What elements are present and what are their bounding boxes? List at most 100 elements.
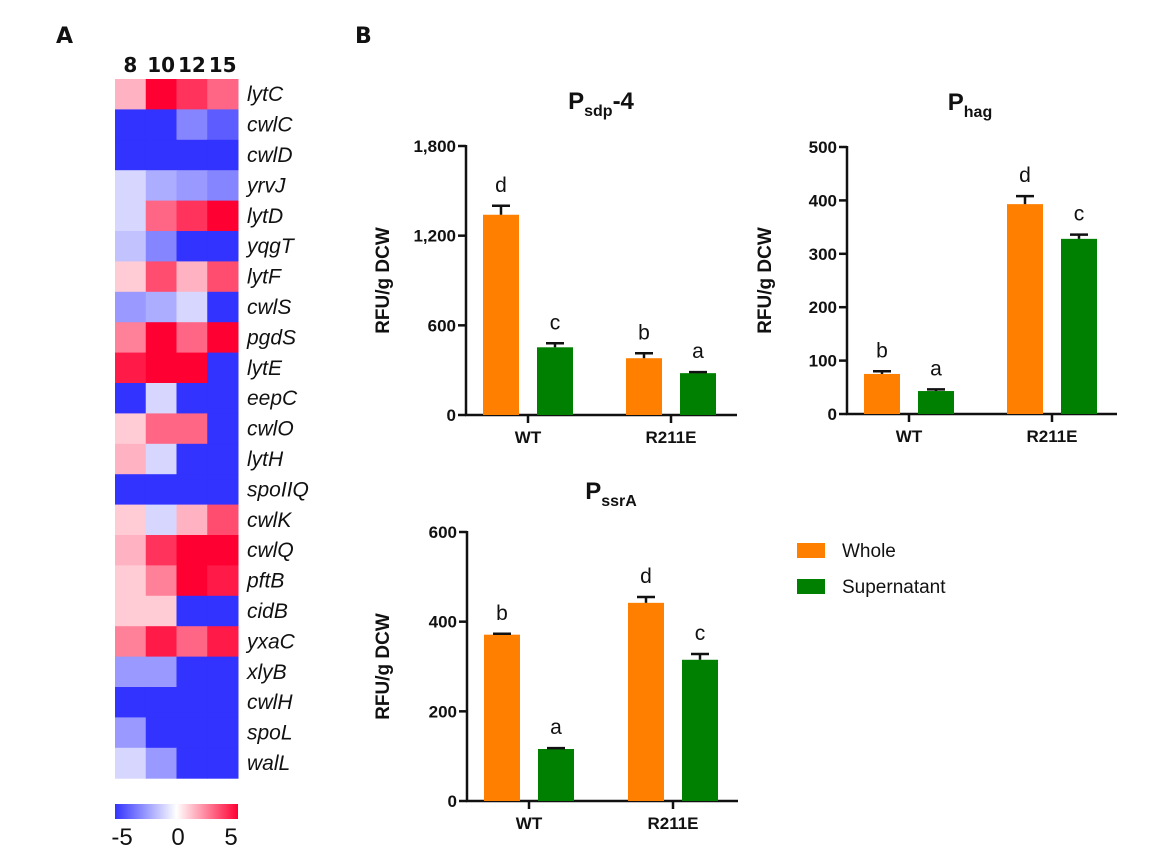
y-tick-label: 0	[828, 405, 837, 424]
heatmap-cell	[207, 595, 239, 627]
heatmap-cell	[176, 261, 208, 293]
heatmap-cell	[145, 717, 177, 749]
heatmap-cell	[176, 656, 208, 688]
heatmap-cell	[115, 595, 147, 627]
heatmap-row-label: yqgT	[245, 235, 296, 258]
significance-letter: d	[1019, 164, 1031, 187]
significance-letter: c	[550, 311, 561, 334]
heatmap-row-label: walL	[247, 752, 290, 775]
bar-whole	[628, 602, 664, 801]
heatmap-cell	[145, 170, 177, 202]
heatmap-cell	[207, 291, 239, 323]
heatmap-cell	[207, 322, 239, 354]
heatmap-cell	[145, 626, 177, 658]
heatmap-cell	[115, 504, 147, 536]
heatmap-cell	[145, 413, 177, 445]
bar-chart-phag: Phag 0 100 200 300 400 500 RFU/g DCW WT b a R211E d c	[755, 89, 1117, 446]
y-tick-label: 500	[809, 138, 837, 157]
colorbar-tick-label: 5	[224, 824, 237, 851]
heatmap-column-label: 8	[123, 53, 137, 77]
y-tick-label: 200	[429, 702, 457, 721]
heatmap-row-label: cwlS	[247, 296, 291, 319]
bar-supernatant	[538, 748, 574, 801]
heatmap-cell	[176, 109, 208, 141]
heatmap-cell	[145, 352, 177, 384]
bar-whole	[864, 373, 900, 414]
heatmap-cell	[207, 687, 239, 718]
heatmap-cell	[145, 200, 177, 232]
chart-title-subscript: ssrA	[601, 493, 637, 510]
heatmap-row-label: yrvJ	[245, 174, 286, 197]
heatmap-row-label: xlyB	[246, 661, 287, 684]
heatmap-row-label: lytD	[247, 205, 283, 228]
heatmap-cell	[115, 626, 147, 658]
heatmap-row-label: cwlO	[247, 418, 294, 441]
y-tick-label: 1,200	[413, 227, 456, 246]
heatmap-cell	[115, 170, 147, 202]
panel-label-a: A	[56, 24, 74, 49]
heatmap-row-label: cwlK	[247, 509, 292, 532]
x-tick-label: R211E	[647, 814, 698, 833]
colorbar-tick-label: -5	[111, 824, 132, 851]
heatmap-cell	[207, 170, 239, 202]
heatmap-cell	[207, 261, 239, 293]
bar-chart-psdp4: Psdp-4 0 600 1,200 1,800 RFU/g DCW WT d c R211E b a	[373, 88, 737, 447]
y-tick-label: 400	[809, 191, 837, 210]
chart-title-main: P	[568, 88, 584, 115]
y-tick-label: 400	[429, 613, 457, 632]
significance-letter: a	[930, 357, 942, 380]
heatmap-cell	[207, 79, 239, 110]
heatmap-cell	[176, 383, 208, 414]
heatmap-row-label: cwlQ	[247, 539, 294, 562]
heatmap-cell	[115, 747, 147, 779]
heatmap-cell	[115, 322, 147, 354]
heatmap-cell	[145, 504, 177, 536]
legend-label: Supernatant	[842, 577, 946, 598]
bar-supernatant	[1061, 238, 1097, 414]
heatmap-column-label: 15	[209, 53, 237, 77]
bar-supernatant	[537, 347, 573, 415]
heatmap-cell	[145, 535, 177, 566]
heatmap-cell	[145, 687, 177, 718]
heatmap-cell	[176, 170, 208, 202]
heatmap-cell	[115, 352, 147, 384]
bar-supernatant	[918, 391, 954, 414]
heatmap-cell	[115, 109, 147, 141]
chart-title-main: P	[585, 478, 601, 505]
y-tick-label: 600	[428, 316, 456, 335]
heatmap-cell	[145, 261, 177, 293]
colorbar	[115, 804, 238, 819]
significance-letter: d	[495, 174, 507, 197]
heatmap-cell	[207, 535, 239, 566]
heatmap-cell	[145, 747, 177, 779]
heatmap-cell	[176, 747, 208, 779]
chart-title: PssrA	[585, 478, 637, 510]
heatmap-cell	[207, 474, 239, 506]
heatmap-cell	[115, 200, 147, 232]
heatmap-cell	[176, 443, 208, 475]
chart-title-subscript: sdp	[584, 103, 613, 120]
heatmap-cell	[176, 139, 208, 171]
heatmap-cell	[176, 504, 208, 536]
heatmap-cell	[145, 443, 177, 475]
y-axis-label: RFU/g DCW	[373, 613, 394, 720]
heatmap-cell	[176, 687, 208, 718]
heatmap-cell	[207, 231, 239, 262]
heatmap-row-label: lytC	[247, 83, 284, 106]
significance-letter: d	[640, 565, 652, 588]
heatmap: 8 10 12 15 lytC cwlC cwlD yrvJ lytD yqgT lytF cwlS p…	[111, 53, 309, 851]
heatmap-cell	[145, 79, 177, 110]
heatmap-cell	[145, 291, 177, 323]
bar-whole	[626, 358, 662, 415]
heatmap-cell	[207, 200, 239, 232]
y-tick-label: 1,800	[413, 137, 456, 156]
heatmap-cell	[176, 595, 208, 627]
heatmap-cell	[115, 535, 147, 566]
heatmap-cell	[115, 656, 147, 688]
heatmap-cell	[176, 535, 208, 566]
bar-chart-pssra: PssrA 0 200 400 600 RFU/g DCW WT b a R211E d c	[373, 478, 738, 833]
heatmap-row-label: cwlD	[247, 144, 293, 167]
heatmap-row-label: spoIIQ	[247, 478, 309, 501]
y-tick-label: 200	[809, 298, 837, 317]
heatmap-cell	[176, 79, 208, 110]
